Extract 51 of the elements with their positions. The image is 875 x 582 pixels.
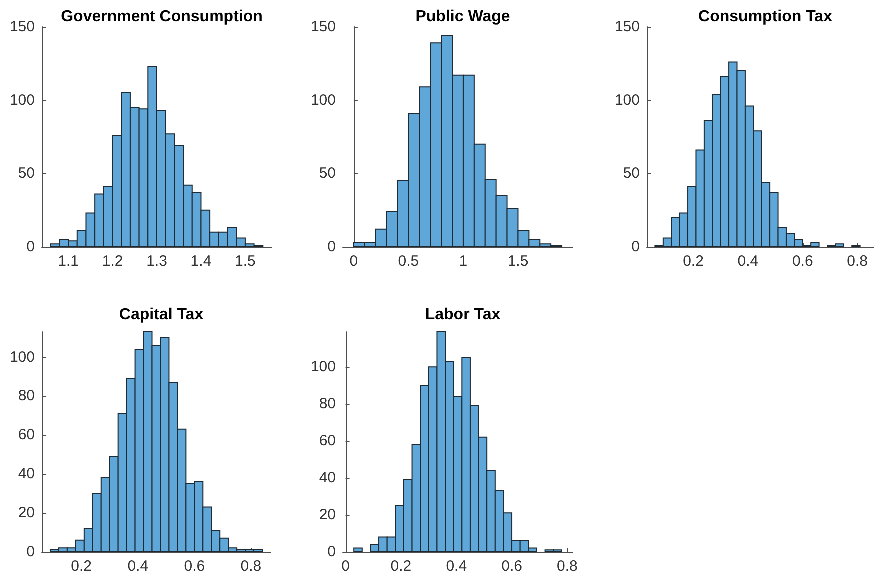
y-tick-label: 100 xyxy=(614,92,640,109)
x-tick-label: 0.4 xyxy=(128,558,149,575)
y-tick-label: 0 xyxy=(26,238,35,256)
x-tick-label: 1 xyxy=(459,253,468,270)
x-tick-label: 1.4 xyxy=(190,253,212,270)
chart-title: Capital Tax xyxy=(119,306,204,324)
x-tick-label: 0.4 xyxy=(738,253,759,270)
x-tick-label: 0.8 xyxy=(847,253,868,270)
x-tick-label: 0.6 xyxy=(184,558,206,575)
y-tick-label: 60 xyxy=(319,432,336,450)
y-tick-label: 100 xyxy=(310,92,336,109)
y-tick-label: 60 xyxy=(18,426,35,444)
y-tick-label: 50 xyxy=(18,165,35,182)
y-tick-label: 100 xyxy=(10,92,35,109)
y-tick-label: 20 xyxy=(18,504,35,522)
y-tick-label: 150 xyxy=(10,18,35,36)
chart-title: Government Consumption xyxy=(61,8,263,26)
x-tick-label: 0.2 xyxy=(683,253,704,270)
x-tick-label: 1.5 xyxy=(235,253,256,270)
chart-title: Public Wage xyxy=(416,8,510,26)
y-tick-label: 100 xyxy=(310,358,336,376)
x-tick-label: 0.2 xyxy=(71,558,92,575)
y-tick-label: 80 xyxy=(18,388,35,405)
chart-title: Labor Tax xyxy=(425,306,501,324)
x-tick-label: 0.6 xyxy=(502,558,522,575)
y-tick-label: 100 xyxy=(10,348,35,366)
y-tick-label: 0 xyxy=(26,544,35,560)
x-tick-label: 1.3 xyxy=(146,253,168,270)
x-tick-label: 1.5 xyxy=(508,253,529,270)
y-tick-label: 20 xyxy=(319,506,336,524)
y-tick-label: 50 xyxy=(623,165,640,182)
x-tick-label: 0 xyxy=(342,558,350,575)
x-tick-label: 1.1 xyxy=(58,253,79,270)
x-tick-label: 0.2 xyxy=(390,558,412,575)
y-tick-label: 80 xyxy=(319,396,336,413)
y-tick-label: 150 xyxy=(614,18,640,36)
y-tick-label: 0 xyxy=(632,238,640,256)
x-tick-label: 0.8 xyxy=(240,558,262,575)
x-tick-label: 0.6 xyxy=(792,253,814,270)
y-tick-label: 150 xyxy=(310,18,336,36)
y-tick-label: 40 xyxy=(319,470,336,487)
x-tick-label: 0.5 xyxy=(398,253,420,270)
y-tick-label: 0 xyxy=(328,544,336,560)
x-tick-label: 1.2 xyxy=(102,253,124,270)
y-tick-label: 50 xyxy=(319,165,336,182)
y-tick-label: 40 xyxy=(18,466,35,483)
x-tick-label: 0 xyxy=(350,253,358,270)
y-tick-label: 0 xyxy=(328,238,336,256)
chart-title: Consumption Tax xyxy=(698,8,833,26)
x-tick-label: 0.4 xyxy=(446,558,468,575)
x-tick-label: 0.8 xyxy=(557,558,578,575)
